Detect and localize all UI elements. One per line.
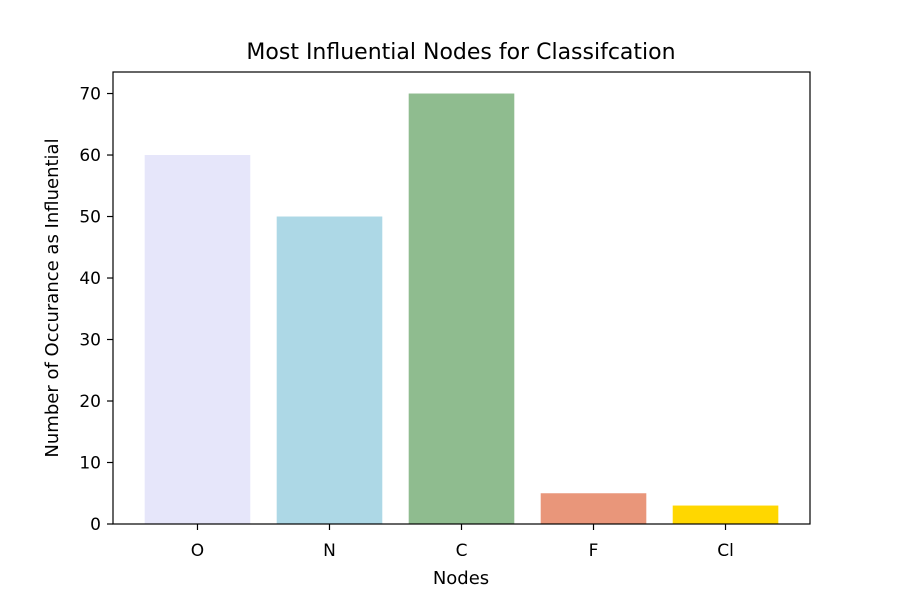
chart-title: Most Influential Nodes for Classifcation	[246, 40, 675, 65]
bar-c	[408, 93, 515, 525]
x-tick-label-c: C	[456, 541, 468, 561]
plot-frame	[112, 71, 811, 525]
x-tick-label-f: F	[589, 541, 599, 561]
x-axis-label: Nodes	[433, 568, 489, 589]
y-axis-ticks: 0 10 20 30 40 50 60 70	[79, 85, 113, 535]
y-axis-label: Number of Occurance as Influential	[42, 138, 63, 457]
x-tick-label-o: O	[191, 541, 204, 561]
y-tick-label-70: 70	[79, 85, 101, 105]
x-axis-ticks: O N C F Cl	[191, 524, 734, 561]
x-tick-label-cl: Cl	[717, 541, 734, 561]
y-tick-label-10: 10	[79, 454, 101, 474]
y-tick-label-30: 30	[79, 331, 101, 351]
y-tick-label-50: 50	[79, 208, 101, 228]
bar-cl	[672, 505, 779, 524]
y-tick-label-20: 20	[79, 392, 101, 412]
x-tick-label-n: N	[323, 541, 336, 561]
bar-f	[540, 493, 647, 524]
bar-o	[144, 155, 251, 525]
bars-group	[144, 93, 779, 525]
y-tick-label-60: 60	[79, 146, 101, 166]
y-tick-label-0: 0	[90, 515, 101, 535]
y-tick-label-40: 40	[79, 269, 101, 289]
bar-n	[276, 216, 383, 524]
